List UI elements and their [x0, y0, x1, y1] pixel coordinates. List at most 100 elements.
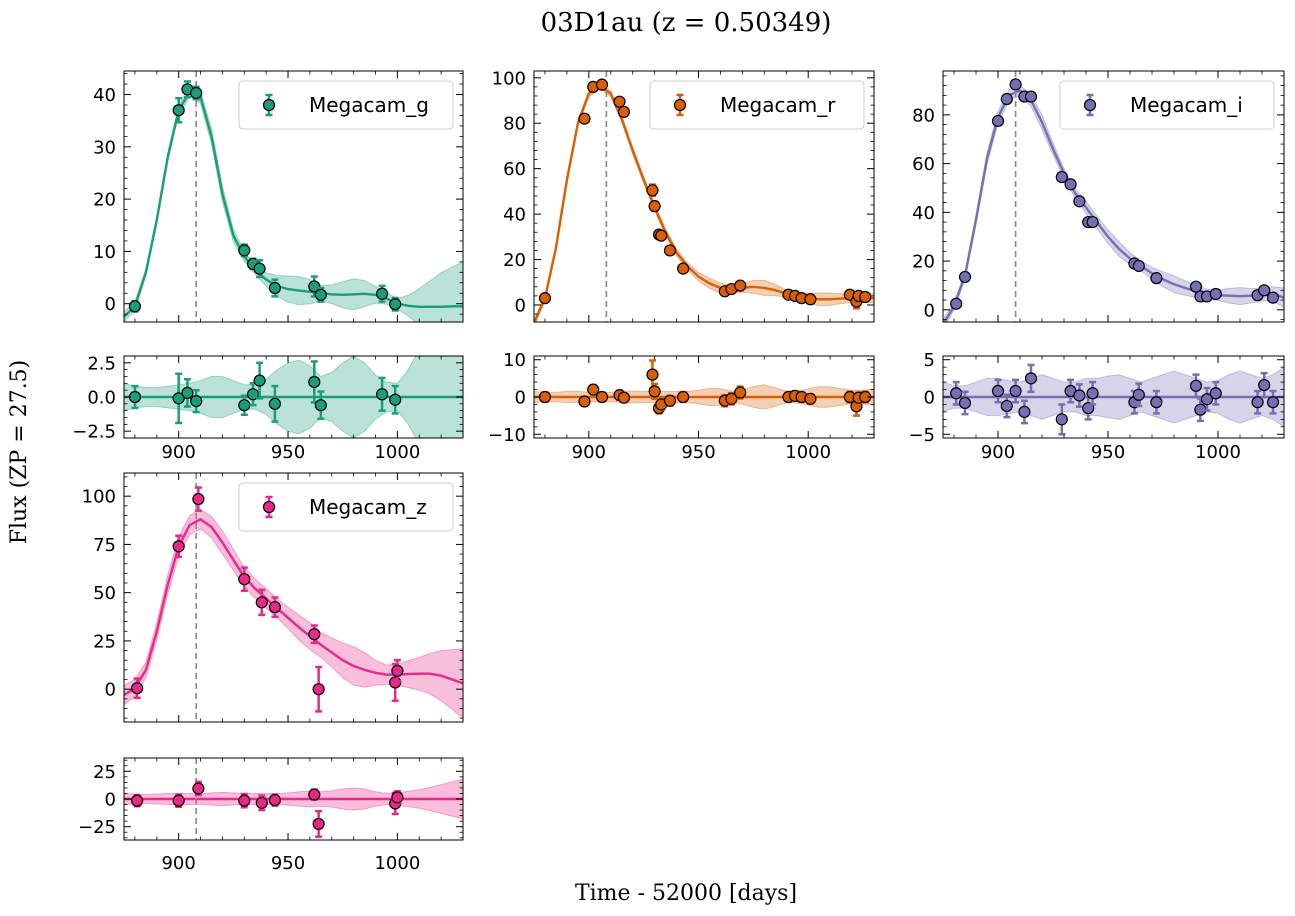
legend-box: [238, 80, 454, 130]
main-ytick-label: 100: [492, 68, 526, 89]
main-ytick-label: 0: [924, 300, 935, 321]
residual-point: [804, 392, 817, 405]
panel-Megacam_r: 0 20 40 60 80 100 Megacam_r −10 0 10 900 950 1000: [488, 68, 875, 463]
residual-ytick-label: −10: [488, 425, 526, 446]
residual-point: [1266, 396, 1280, 409]
data-point: [734, 279, 747, 292]
residual-point: [268, 397, 282, 410]
xtick-label: 1000: [374, 853, 420, 874]
residual-point: [308, 788, 321, 801]
data-point: [238, 244, 251, 257]
residual-point: [190, 395, 203, 408]
xtick-label: 950: [271, 442, 305, 463]
main-ytick-label: 80: [912, 105, 935, 126]
data-point: [1064, 178, 1077, 191]
main-plot-area: [124, 473, 463, 722]
main-plot-area: [124, 71, 463, 322]
residual-point: [958, 396, 972, 410]
main-ytick-label: 40: [503, 205, 526, 226]
residual-point: [1024, 372, 1038, 385]
main-ytick-label: 30: [93, 137, 116, 158]
model-uncertainty-band: [943, 85, 1284, 322]
xtick-label: 1000: [1195, 442, 1241, 463]
residual-axes-frame: [942, 355, 1285, 439]
data-point: [1009, 78, 1022, 91]
data-point: [613, 95, 626, 108]
residual-point: [587, 383, 600, 396]
legend-label: Megacam_r: [720, 93, 836, 117]
data-point: [312, 683, 325, 696]
legend-box: [1059, 80, 1275, 130]
residual-point: [538, 390, 552, 404]
residual-point: [238, 399, 251, 412]
main-axes-frame: [942, 70, 1285, 323]
residual-point: [734, 386, 747, 399]
data-point: [131, 682, 144, 695]
data-point: [314, 288, 327, 301]
residual-ytick-label: 10: [503, 350, 526, 371]
data-point: [1209, 287, 1222, 301]
main-axes-frame: [123, 70, 464, 323]
main-ytick-label: 75: [93, 535, 116, 556]
residual-ytick-label: 0: [515, 388, 526, 409]
residual-point: [1000, 399, 1013, 413]
data-point: [172, 540, 185, 553]
legend-label: Megacam_i: [1130, 93, 1243, 117]
legend-marker: [1083, 98, 1097, 112]
data-point: [804, 293, 817, 306]
xtick-label: 950: [1091, 442, 1125, 463]
residual-axes-frame: [123, 355, 464, 439]
data-point: [375, 287, 389, 300]
data-point: [238, 573, 251, 586]
main-ytick-label: 100: [82, 487, 116, 508]
residual-point: [253, 374, 266, 387]
figure-ylabel: Flux (ZP = 27.5): [7, 360, 32, 545]
panel-Megacam_z: 0 25 50 75 100 Megacam_z −25 0 25 900 950 1000: [78, 472, 464, 874]
residual-point: [1189, 379, 1203, 392]
residual-plot-area: [124, 356, 463, 438]
model-line: [943, 89, 1284, 322]
legend-marker: [262, 98, 276, 112]
legend-marker: [262, 500, 276, 514]
panel-Megacam_i: 0 20 40 60 80 Megacam_i −5 0 5 900 950 1000: [908, 70, 1285, 463]
figure-xlabel: Time - 52000 [days]: [575, 881, 797, 906]
data-point: [1266, 291, 1280, 304]
legend-marker: [673, 98, 687, 112]
data-point: [958, 270, 972, 284]
legend-label: Megacam_g: [309, 93, 429, 117]
residual-point: [1086, 387, 1099, 400]
residual-point: [617, 391, 631, 404]
residual-point: [308, 375, 321, 389]
residual-point: [1132, 388, 1145, 401]
data-point: [391, 664, 404, 677]
xtick-label: 900: [981, 442, 1015, 463]
main-ytick-label: 40: [912, 203, 935, 224]
residual-point: [192, 782, 205, 795]
residual-axes-frame: [123, 757, 464, 841]
xtick-label: 1000: [374, 442, 420, 463]
legend-box: [649, 80, 865, 130]
residual-plot-area: [534, 359, 874, 417]
data-point: [663, 244, 677, 257]
data-point: [655, 229, 668, 242]
residual-point: [950, 387, 963, 400]
data-point: [308, 280, 321, 293]
xtick-label: 950: [681, 442, 715, 463]
xtick-label: 900: [572, 442, 606, 463]
main-ytick-label: 60: [912, 154, 935, 175]
residual-plot-area: [943, 363, 1284, 436]
residual-point: [1200, 393, 1214, 406]
data-point: [253, 262, 266, 275]
xtick-label: 950: [271, 853, 305, 874]
main-axes-frame: [123, 472, 464, 723]
main-ytick-label: 25: [93, 631, 116, 652]
residual-point: [677, 390, 690, 404]
xtick-label: 1000: [785, 442, 831, 463]
residual-point: [1150, 396, 1163, 409]
residual-point: [1258, 378, 1271, 392]
residual-point: [389, 393, 402, 406]
residual-ytick-label: 25: [93, 762, 116, 783]
data-point: [578, 112, 591, 125]
data-point: [389, 298, 402, 311]
